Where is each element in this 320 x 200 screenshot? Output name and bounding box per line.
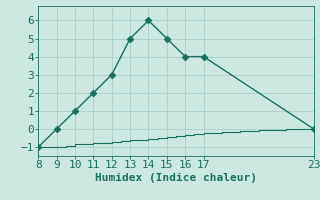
X-axis label: Humidex (Indice chaleur): Humidex (Indice chaleur) [95, 173, 257, 183]
